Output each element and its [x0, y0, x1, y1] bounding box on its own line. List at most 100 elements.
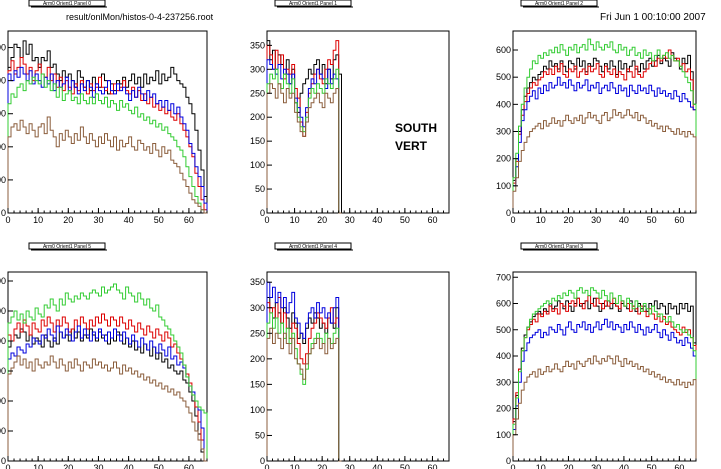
y-tick-label: 250	[250, 88, 265, 98]
y-tick-label: 300	[496, 127, 511, 137]
histogram-series-red	[7, 313, 207, 462]
y-tick-label: 300	[250, 64, 265, 74]
histogram-panel-5: Arm0 Orient1 Panel 30 10 20 30 40 50 600100200…	[496, 242, 697, 469]
y-tick-label: 0	[506, 456, 511, 466]
histogram-series-blue	[266, 281, 342, 462]
y-tick-label: 0	[1, 208, 6, 218]
y-tick-label: 200	[0, 396, 6, 406]
y-tick-label: 100	[496, 430, 511, 440]
x-tick-label: 30	[93, 463, 103, 469]
histogram-series-blue	[512, 76, 697, 213]
y-tick-label: 0	[1, 456, 6, 466]
x-tick-label: 10	[290, 215, 300, 225]
panel-title-box: Arm0 Orient1 Panel 5	[28, 242, 107, 251]
y-tick-label: 600	[496, 299, 511, 309]
histogram-series-green	[512, 38, 697, 213]
histogram-series-brown	[512, 355, 697, 461]
y-tick-label: 500	[496, 72, 511, 82]
y-tick-label: 100	[250, 405, 265, 415]
y-tick-label: 300	[0, 109, 6, 119]
panel-title: Arm0 Orient1 Panel 5	[43, 244, 91, 250]
x-tick-label: 30	[93, 215, 103, 225]
histogram-series-blue	[512, 318, 697, 461]
y-tick-label: 200	[0, 142, 6, 152]
panel-title-box: Arm0 Orient1 Panel 4	[274, 242, 353, 251]
y-tick-label: 500	[496, 325, 511, 335]
histogram-series-brown	[266, 327, 342, 462]
histogram-series-red	[512, 49, 697, 213]
y-tick-label: 150	[250, 379, 265, 389]
histogram-series-brown	[512, 109, 697, 213]
panel-title: Arm0 Orient1 Panel 3	[535, 244, 583, 250]
x-tick-label: 50	[647, 215, 657, 225]
x-tick-label: 20	[563, 215, 573, 225]
x-tick-label: 10	[33, 215, 43, 225]
y-tick-label: 400	[496, 351, 511, 361]
y-tick-label: 50	[255, 184, 265, 194]
y-tick-label: 500	[0, 43, 6, 53]
y-tick-label: 200	[250, 354, 265, 364]
x-tick-label: 50	[400, 215, 410, 225]
x-tick-label: 20	[63, 463, 73, 469]
x-tick-label: 0	[264, 463, 269, 469]
x-tick-label: 20	[63, 215, 73, 225]
plot-frame	[512, 271, 697, 462]
x-tick-label: 20	[563, 463, 573, 469]
histogram-series-green	[512, 287, 697, 461]
y-tick-label: 200	[496, 154, 511, 164]
panel-title: Arm0 Orient1 Panel 2	[535, 1, 583, 7]
histogram-panel-2: Arm0 Orient1 Panel 20 10 20 30 40 50 600100200…	[496, 0, 697, 225]
x-tick-label: 60	[427, 463, 437, 469]
x-tick-label: 60	[674, 463, 684, 469]
x-tick-label: 30	[345, 215, 355, 225]
x-tick-label: 40	[619, 215, 629, 225]
histogram-series-brown	[7, 116, 207, 214]
x-tick-label: 50	[400, 463, 410, 469]
x-tick-label: 10	[536, 215, 546, 225]
x-tick-label: 60	[427, 215, 437, 225]
y-tick-label: 400	[0, 76, 6, 86]
y-tick-label: 0	[260, 456, 265, 466]
x-tick-label: 40	[372, 215, 382, 225]
y-tick-label: 100	[0, 175, 6, 185]
y-tick-label: 400	[496, 99, 511, 109]
x-tick-label: 30	[591, 215, 601, 225]
timestamp-label: Fri Jun 1 00:10:00 2007	[600, 12, 706, 23]
x-tick-label: 40	[372, 463, 382, 469]
x-tick-label: 60	[184, 463, 194, 469]
y-tick-label: 600	[0, 276, 6, 286]
histogram-series-green	[7, 73, 207, 214]
y-tick-label: 250	[250, 328, 265, 338]
y-tick-label: 400	[0, 336, 6, 346]
y-tick-label: 300	[0, 366, 6, 376]
panel-title-box: Arm0 Orient1 Panel 3	[520, 242, 599, 251]
y-tick-label: 300	[250, 303, 265, 313]
plot-frame	[266, 30, 450, 214]
histogram-series-green	[7, 283, 208, 461]
x-tick-label: 40	[124, 463, 134, 469]
x-tick-label: 30	[591, 463, 601, 469]
y-tick-label: 50	[255, 430, 265, 440]
histogram-panel-3: Arm0 Orient1 Panel 501020304050600100200…	[0, 242, 208, 469]
y-tick-label: 0	[506, 208, 511, 218]
file-path-label: result/onlMon/histos-0-4-237256.root	[66, 12, 214, 22]
x-tick-label: 10	[290, 463, 300, 469]
panel-title: Arm0 Orient1 Panel 1	[289, 1, 337, 7]
panel-title-box: Arm0 Orient1 Panel 2	[520, 0, 599, 8]
y-tick-label: 300	[496, 377, 511, 387]
y-tick-label: 500	[0, 306, 6, 316]
x-tick-label: 0	[264, 215, 269, 225]
histogram-series-blue	[7, 325, 207, 462]
x-tick-label: 20	[317, 463, 327, 469]
x-tick-label: 0	[5, 215, 10, 225]
x-tick-label: 40	[619, 463, 629, 469]
histogram-series-brown	[266, 83, 342, 214]
y-tick-label: 200	[496, 404, 511, 414]
y-tick-label: 600	[496, 45, 511, 55]
x-tick-label: 20	[317, 215, 327, 225]
histogram-panel-0: Arm0 Orient1 Panel 0 0 10 20 30 40 50 60 0 100 200…	[0, 0, 208, 225]
x-tick-label: 0	[5, 463, 10, 469]
x-tick-label: 10	[33, 463, 43, 469]
x-tick-label: 40	[124, 215, 134, 225]
